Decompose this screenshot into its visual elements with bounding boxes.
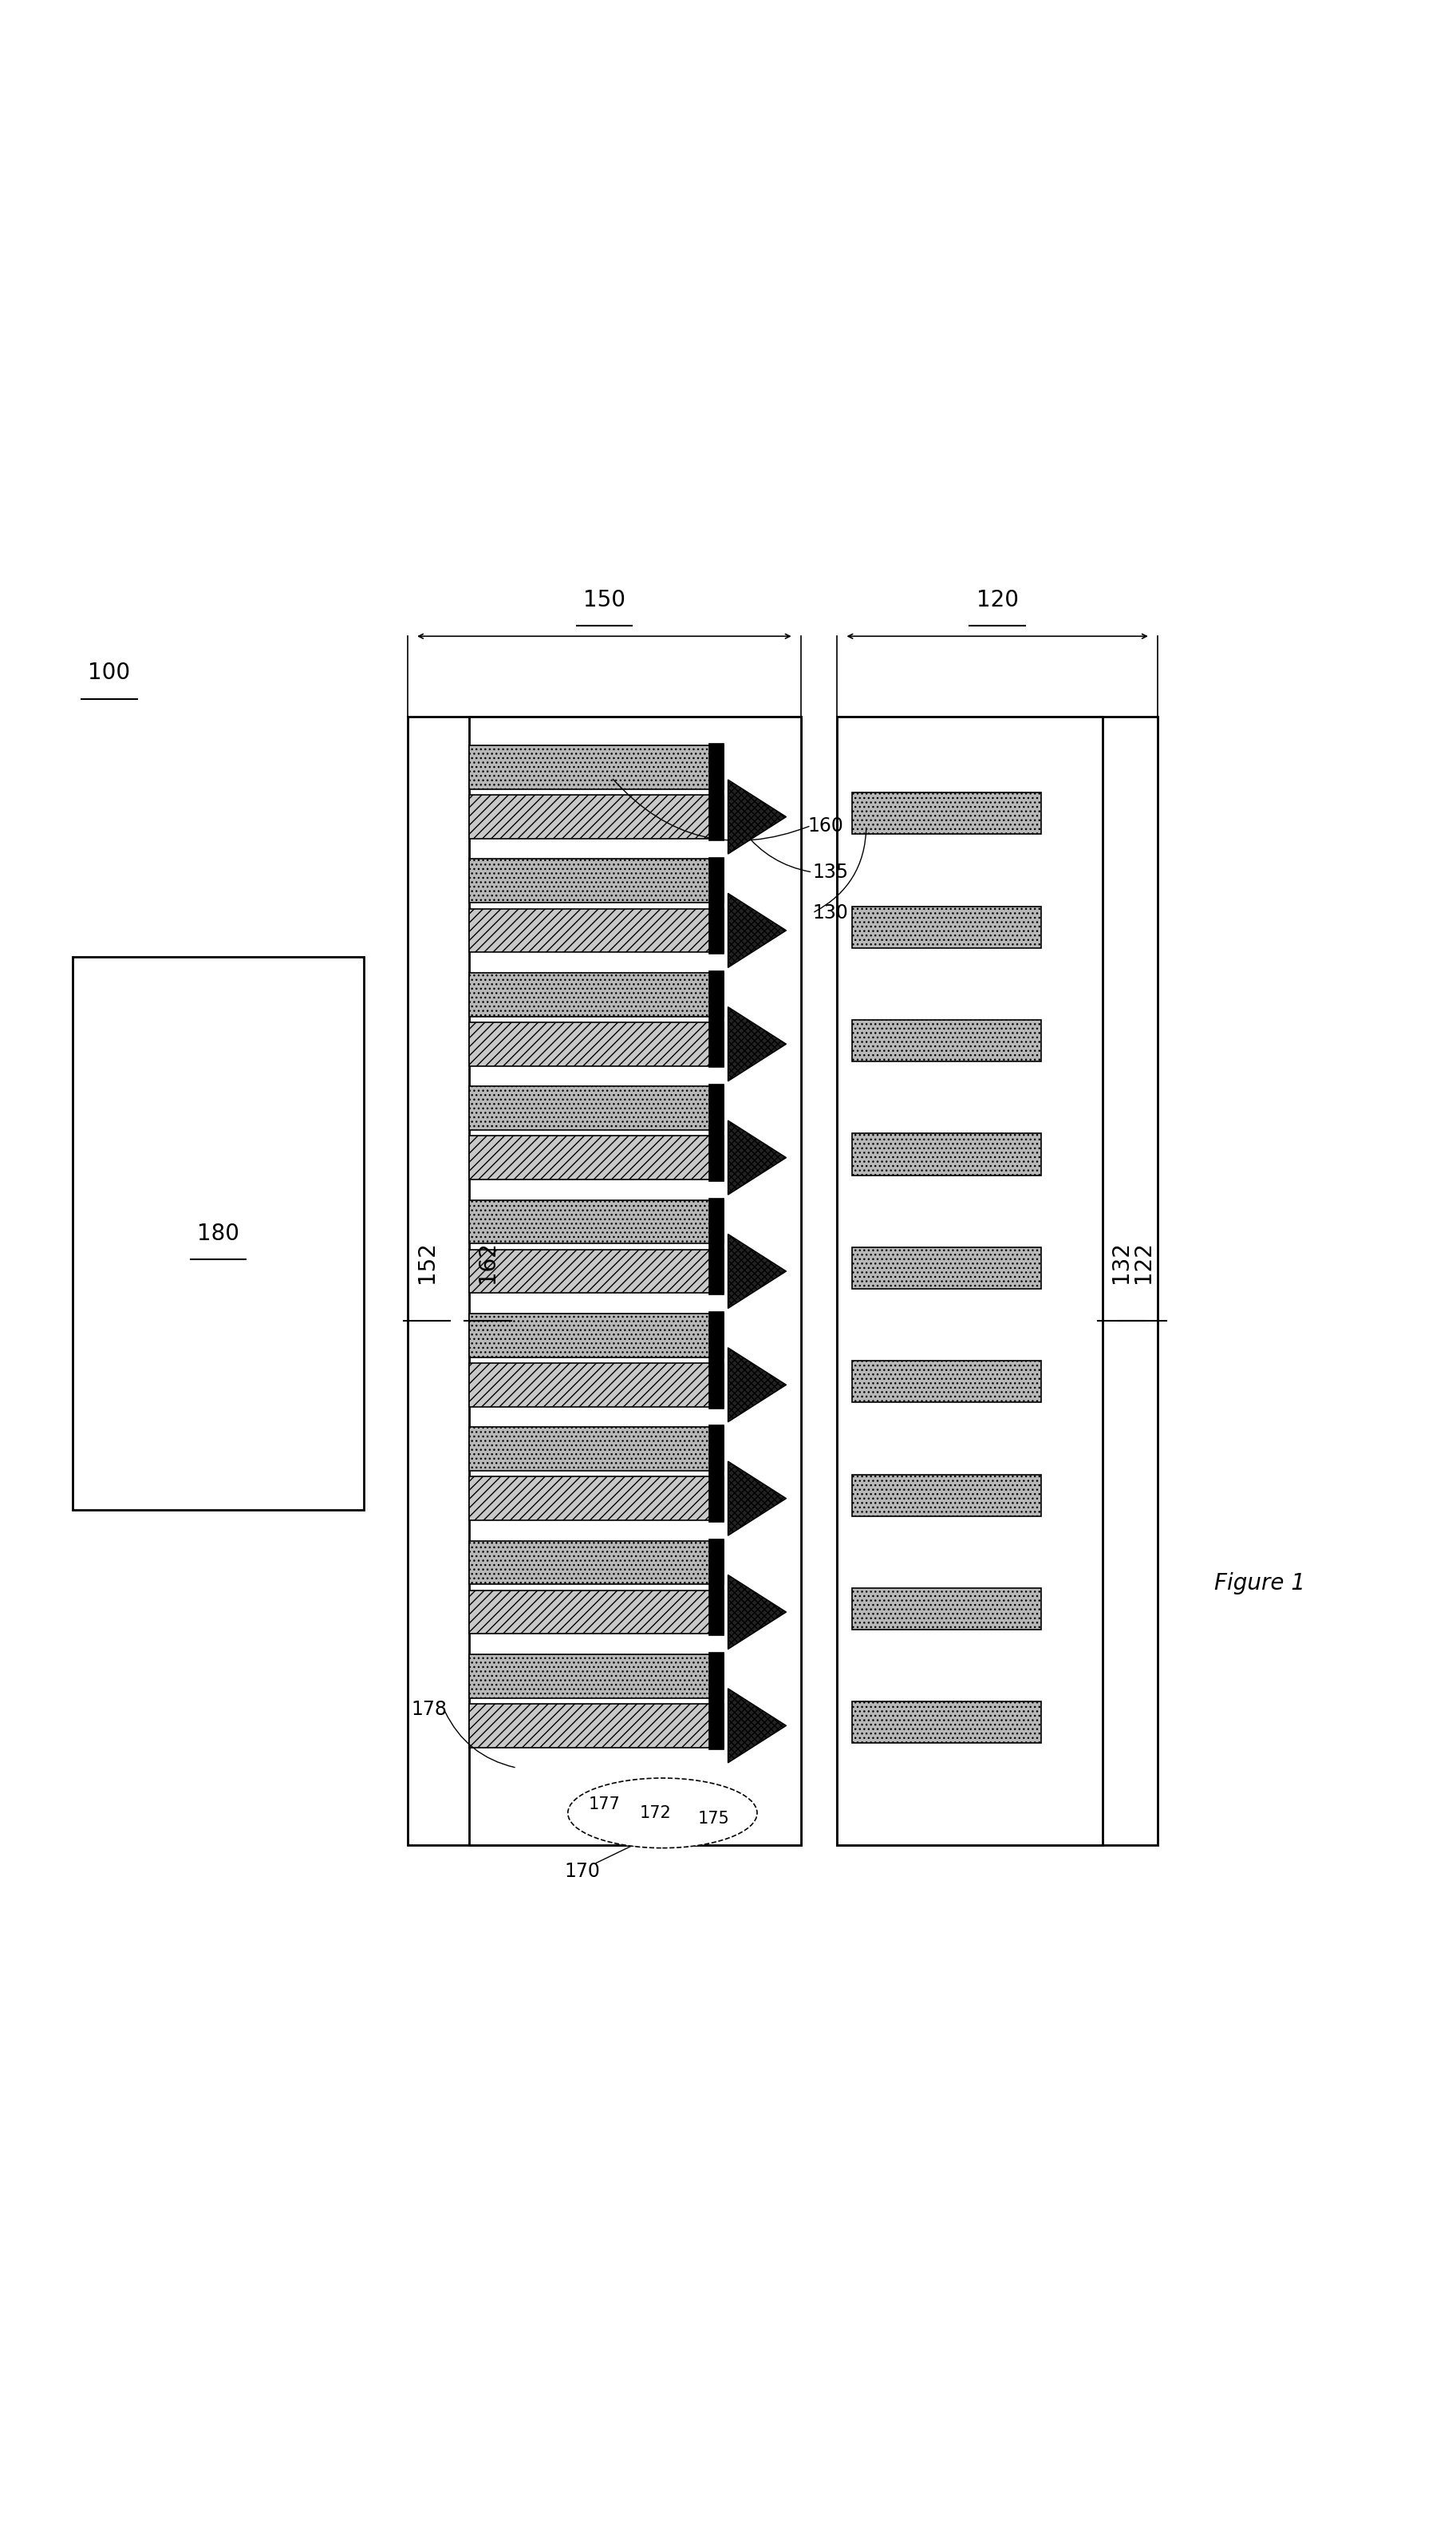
Bar <box>852 1020 1041 1060</box>
Text: 170: 170 <box>565 1861 600 1881</box>
Text: 100: 100 <box>87 662 131 684</box>
Bar <box>469 972 724 1018</box>
Polygon shape <box>728 1576 786 1649</box>
Bar <box>852 1702 1041 1742</box>
Bar <box>469 1136 724 1179</box>
Bar <box>709 1313 724 1409</box>
Bar <box>852 1247 1041 1288</box>
Bar <box>73 957 364 1510</box>
Text: 135: 135 <box>812 864 849 881</box>
Text: Figure 1: Figure 1 <box>1214 1571 1305 1593</box>
Bar <box>469 1704 724 1747</box>
Bar <box>469 1427 724 1470</box>
Bar <box>852 906 1041 947</box>
Bar <box>469 745 724 790</box>
Text: 175: 175 <box>697 1810 729 1826</box>
Bar <box>709 745 724 841</box>
Bar <box>852 1475 1041 1515</box>
Polygon shape <box>728 894 786 967</box>
Text: 160: 160 <box>808 816 844 836</box>
Text: 177: 177 <box>588 1795 620 1813</box>
Bar <box>709 1427 724 1523</box>
Polygon shape <box>728 1235 786 1308</box>
Polygon shape <box>728 780 786 853</box>
Bar <box>709 1540 724 1636</box>
Text: 172: 172 <box>639 1805 671 1821</box>
Text: 132: 132 <box>1109 1242 1133 1283</box>
Text: 150: 150 <box>582 588 626 611</box>
Bar <box>709 1199 724 1295</box>
Bar <box>469 1313 724 1356</box>
Bar <box>852 1361 1041 1401</box>
Bar <box>852 1588 1041 1629</box>
Text: 178: 178 <box>412 1699 447 1720</box>
Bar <box>709 972 724 1068</box>
Bar <box>837 717 1102 1846</box>
Text: 130: 130 <box>812 904 849 922</box>
Bar <box>837 717 1158 1846</box>
Text: 162: 162 <box>476 1242 499 1283</box>
Bar <box>709 858 724 954</box>
Ellipse shape <box>568 1778 757 1848</box>
Bar <box>469 1364 724 1406</box>
Bar <box>852 1134 1041 1174</box>
Polygon shape <box>728 1007 786 1081</box>
Bar <box>469 1477 724 1520</box>
Bar <box>469 795 724 838</box>
Bar <box>469 909 724 952</box>
Text: 122: 122 <box>1131 1242 1155 1283</box>
Bar <box>408 717 801 1846</box>
Polygon shape <box>728 1462 786 1535</box>
Text: 120: 120 <box>976 588 1019 611</box>
Bar <box>469 1250 724 1293</box>
Text: 152: 152 <box>415 1242 438 1283</box>
Bar <box>469 1023 724 1066</box>
Polygon shape <box>728 1348 786 1422</box>
Bar <box>469 1654 724 1697</box>
Bar <box>852 793 1041 833</box>
Bar <box>469 1591 724 1634</box>
Text: 180: 180 <box>197 1222 240 1245</box>
Bar <box>469 858 724 904</box>
Bar <box>469 1199 724 1245</box>
Bar <box>469 1086 724 1131</box>
Bar <box>469 1540 724 1583</box>
Bar <box>469 717 801 1846</box>
Polygon shape <box>728 1689 786 1762</box>
Bar <box>709 1086 724 1182</box>
Polygon shape <box>728 1121 786 1194</box>
Bar <box>709 1654 724 1750</box>
